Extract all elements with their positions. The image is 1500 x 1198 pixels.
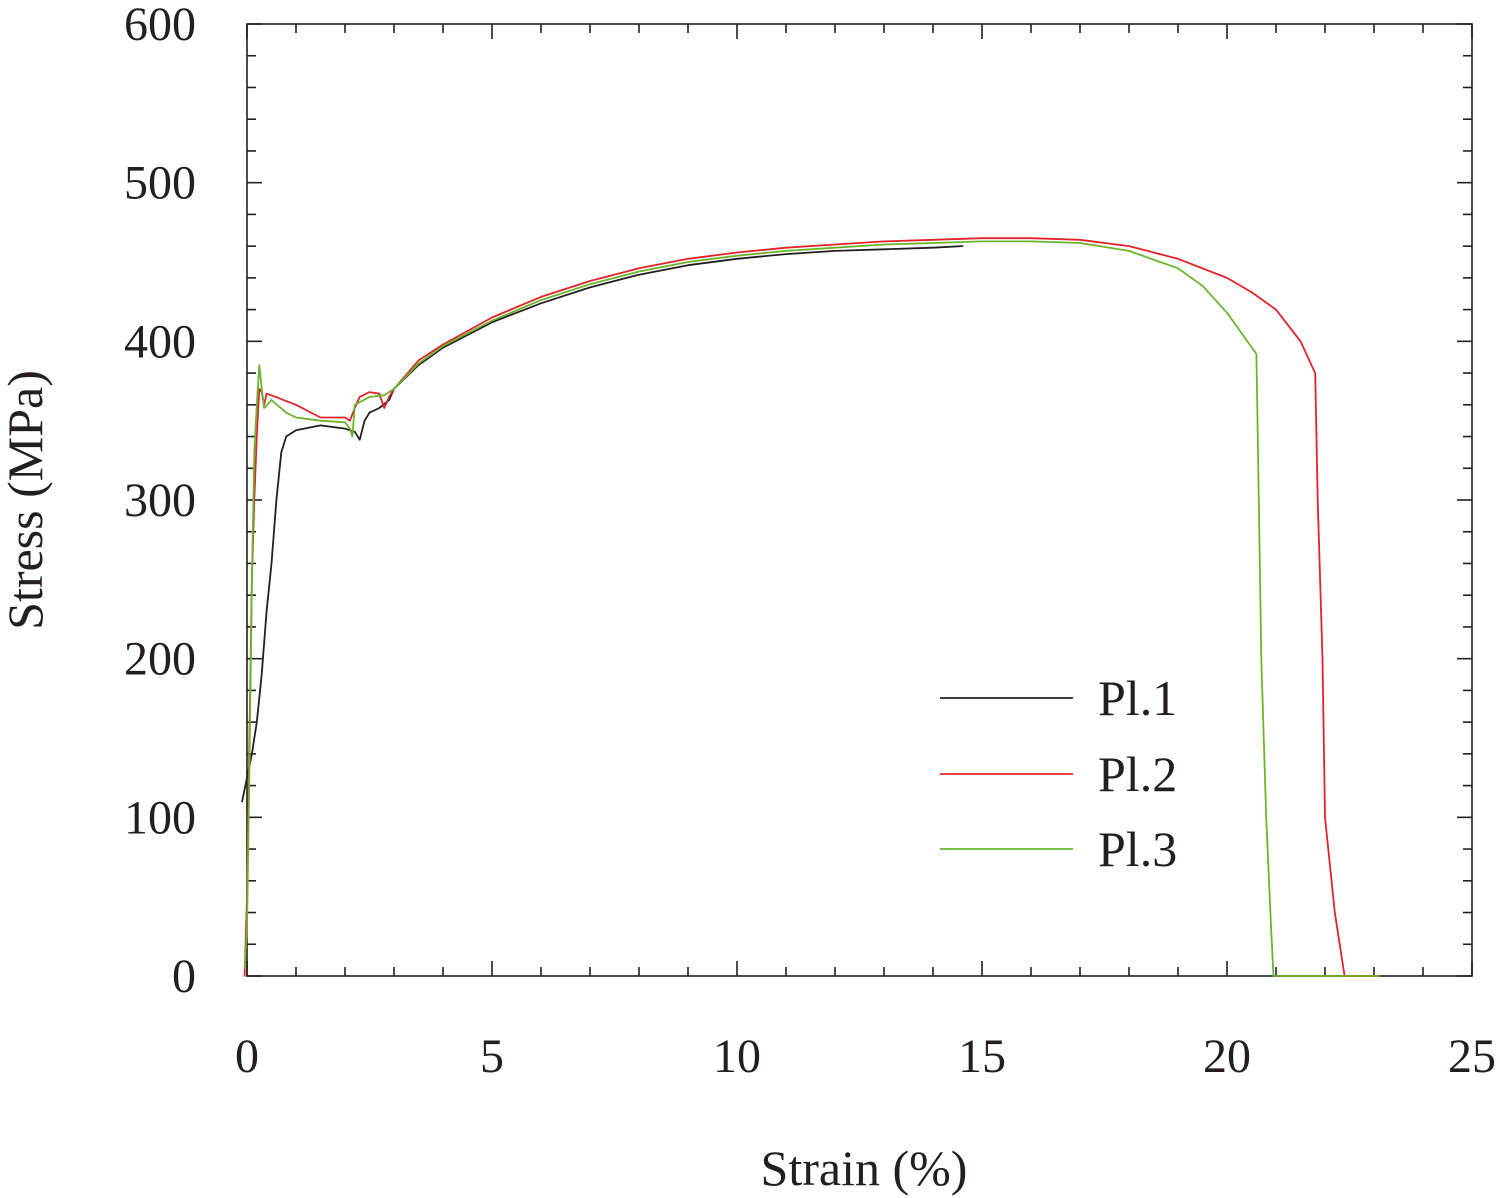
series-line-pl-3 [243,240,1380,977]
x-tick-label: 20 [1203,1030,1251,1083]
legend-label: Pl.3 [1098,821,1177,877]
x-tick-label: 10 [713,1030,761,1083]
y-tick-label: 400 [124,315,196,368]
x-tick-label: 5 [480,1030,504,1083]
y-tick-label: 200 [124,633,196,686]
tick-labels: 0 5 10 15 20 25 0 100 200 300 400 500 600 [124,0,1496,1083]
series-lines [241,237,1380,977]
legend-label: Pl.2 [1098,746,1177,802]
plot-frame [246,23,1473,977]
y-tick-label: 0 [172,950,196,1003]
x-axis-title: Strain (%) [761,1140,968,1196]
axis-ticks [246,23,1473,977]
legend-label: Pl.1 [1098,670,1177,726]
series-line-pl-1 [241,245,964,803]
y-tick-label: 500 [124,157,196,210]
x-tick-label: 15 [958,1030,1006,1083]
y-tick-label: 600 [124,0,196,51]
y-tick-label: 300 [124,474,196,527]
x-tick-label: 0 [235,1030,259,1083]
series-line-pl-2 [243,237,1380,977]
y-tick-label: 100 [124,791,196,844]
y-axis-title: Stress (MPa) [0,370,53,630]
x-tick-label: 25 [1448,1030,1496,1083]
legend: Pl.1 Pl.2 Pl.3 [940,670,1177,877]
